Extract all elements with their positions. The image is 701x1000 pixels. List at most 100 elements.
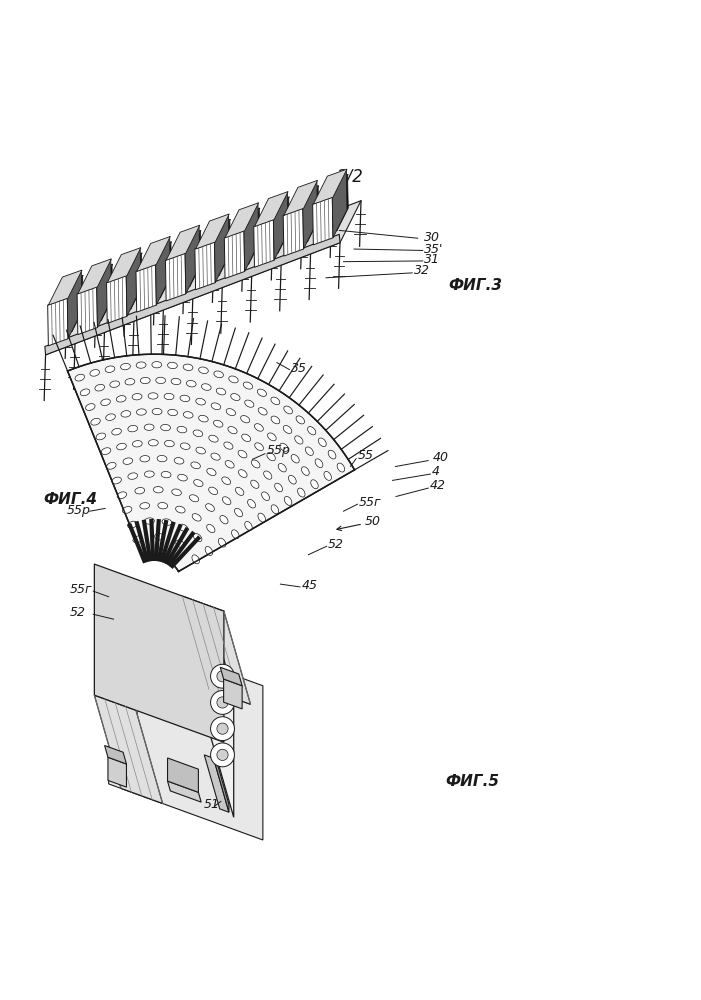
Ellipse shape bbox=[123, 507, 132, 513]
Polygon shape bbox=[261, 219, 278, 259]
Polygon shape bbox=[254, 220, 274, 267]
Circle shape bbox=[217, 697, 228, 708]
Circle shape bbox=[210, 691, 234, 714]
Ellipse shape bbox=[192, 514, 201, 521]
Ellipse shape bbox=[161, 471, 171, 478]
Ellipse shape bbox=[189, 495, 198, 502]
Ellipse shape bbox=[162, 519, 172, 525]
Polygon shape bbox=[254, 192, 288, 227]
Text: ФИГ.4: ФИГ.4 bbox=[43, 492, 97, 507]
Ellipse shape bbox=[207, 524, 215, 533]
Ellipse shape bbox=[218, 538, 226, 547]
Ellipse shape bbox=[176, 506, 185, 513]
Polygon shape bbox=[78, 259, 111, 294]
Ellipse shape bbox=[180, 443, 190, 449]
Ellipse shape bbox=[222, 497, 231, 505]
Ellipse shape bbox=[111, 428, 121, 435]
Polygon shape bbox=[131, 661, 135, 676]
Polygon shape bbox=[72, 275, 83, 331]
Polygon shape bbox=[67, 270, 82, 339]
Polygon shape bbox=[214, 751, 229, 812]
Ellipse shape bbox=[211, 453, 220, 460]
Ellipse shape bbox=[306, 447, 313, 455]
Text: 42: 42 bbox=[430, 479, 446, 492]
Ellipse shape bbox=[164, 393, 174, 400]
Polygon shape bbox=[244, 203, 259, 271]
Polygon shape bbox=[135, 730, 137, 745]
Ellipse shape bbox=[91, 418, 100, 425]
Polygon shape bbox=[46, 201, 361, 355]
Polygon shape bbox=[143, 264, 161, 304]
Ellipse shape bbox=[174, 458, 184, 464]
Polygon shape bbox=[196, 214, 229, 249]
Text: 30: 30 bbox=[424, 231, 440, 244]
Ellipse shape bbox=[209, 487, 217, 495]
Ellipse shape bbox=[271, 505, 278, 514]
Circle shape bbox=[217, 723, 228, 734]
Polygon shape bbox=[232, 208, 260, 236]
Ellipse shape bbox=[137, 409, 147, 415]
Ellipse shape bbox=[105, 366, 115, 372]
Polygon shape bbox=[224, 679, 242, 709]
Polygon shape bbox=[121, 617, 137, 678]
Polygon shape bbox=[210, 610, 233, 817]
Polygon shape bbox=[111, 721, 137, 779]
Ellipse shape bbox=[268, 433, 276, 441]
Polygon shape bbox=[185, 225, 200, 294]
Ellipse shape bbox=[284, 406, 292, 414]
Ellipse shape bbox=[291, 455, 299, 463]
Ellipse shape bbox=[245, 521, 252, 530]
Ellipse shape bbox=[238, 470, 247, 478]
Ellipse shape bbox=[183, 364, 193, 371]
Circle shape bbox=[210, 717, 234, 741]
Ellipse shape bbox=[192, 555, 200, 564]
Ellipse shape bbox=[161, 424, 170, 431]
Ellipse shape bbox=[112, 477, 121, 484]
Ellipse shape bbox=[231, 394, 240, 401]
Polygon shape bbox=[55, 275, 83, 304]
Ellipse shape bbox=[128, 521, 137, 528]
Ellipse shape bbox=[280, 443, 288, 451]
Polygon shape bbox=[84, 287, 102, 326]
Ellipse shape bbox=[240, 416, 250, 423]
Polygon shape bbox=[284, 180, 318, 215]
Ellipse shape bbox=[136, 362, 146, 368]
Ellipse shape bbox=[177, 426, 186, 433]
Polygon shape bbox=[291, 186, 319, 214]
Ellipse shape bbox=[157, 455, 167, 462]
Polygon shape bbox=[101, 264, 113, 320]
Ellipse shape bbox=[191, 462, 200, 469]
Ellipse shape bbox=[258, 513, 266, 522]
Polygon shape bbox=[133, 675, 137, 690]
Ellipse shape bbox=[226, 409, 236, 416]
Ellipse shape bbox=[154, 487, 163, 493]
Polygon shape bbox=[320, 174, 348, 203]
Ellipse shape bbox=[117, 492, 127, 499]
Ellipse shape bbox=[275, 483, 283, 492]
Ellipse shape bbox=[116, 396, 126, 402]
Ellipse shape bbox=[311, 480, 318, 489]
Polygon shape bbox=[48, 270, 82, 305]
Ellipse shape bbox=[176, 540, 184, 548]
Ellipse shape bbox=[214, 420, 223, 427]
Ellipse shape bbox=[180, 395, 190, 402]
Ellipse shape bbox=[152, 408, 162, 415]
Ellipse shape bbox=[264, 471, 272, 479]
Ellipse shape bbox=[101, 399, 110, 406]
Ellipse shape bbox=[125, 379, 135, 385]
Polygon shape bbox=[114, 573, 120, 588]
Ellipse shape bbox=[315, 459, 323, 468]
Ellipse shape bbox=[301, 467, 309, 475]
Ellipse shape bbox=[294, 436, 303, 444]
Ellipse shape bbox=[149, 440, 158, 446]
Ellipse shape bbox=[224, 442, 233, 449]
Ellipse shape bbox=[81, 389, 90, 396]
Polygon shape bbox=[111, 621, 137, 678]
Text: 4: 4 bbox=[432, 465, 440, 478]
Ellipse shape bbox=[158, 503, 168, 509]
Ellipse shape bbox=[193, 430, 203, 437]
Ellipse shape bbox=[285, 496, 292, 505]
Ellipse shape bbox=[205, 504, 215, 511]
Ellipse shape bbox=[238, 450, 247, 458]
Polygon shape bbox=[166, 225, 200, 260]
